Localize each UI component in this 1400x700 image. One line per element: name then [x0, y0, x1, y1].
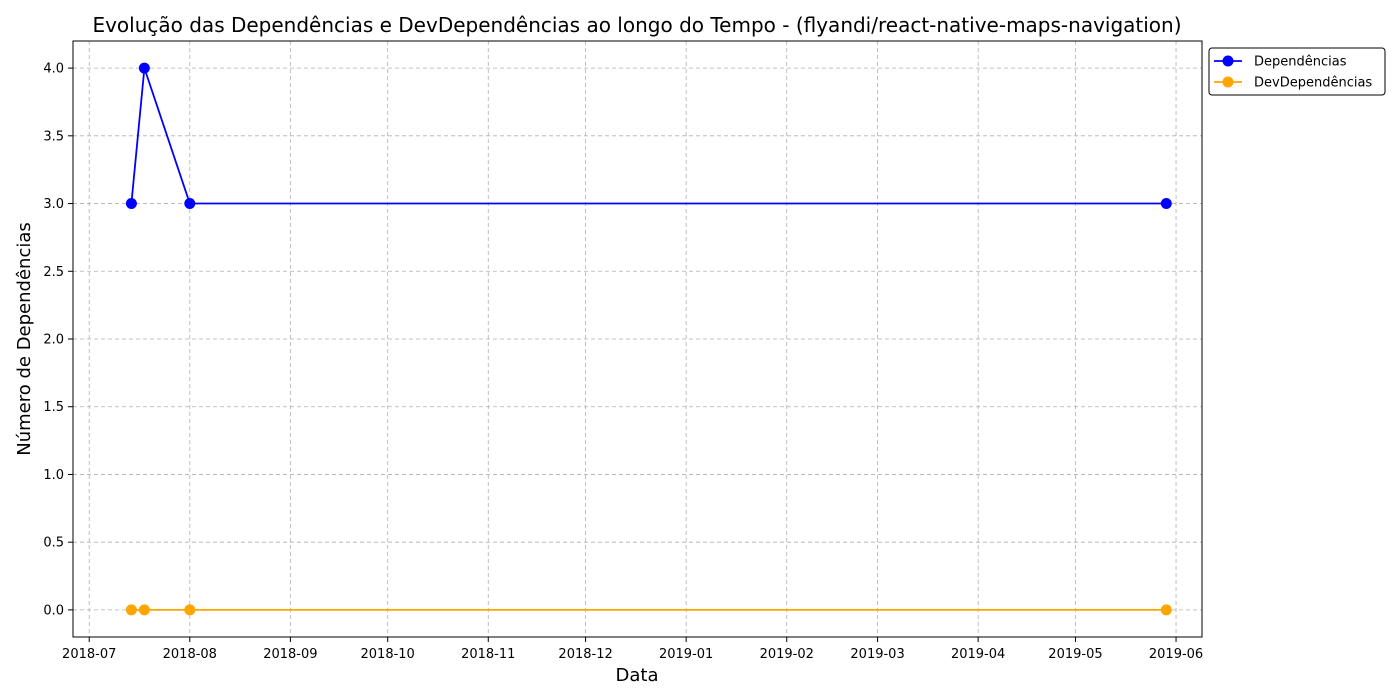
x-tick-label: 2019-03 [850, 647, 904, 662]
series-1-point [138, 62, 150, 74]
series-1-point [125, 198, 137, 210]
y-tick-label: 3.5 [43, 129, 64, 144]
chart-title: Evolução das Dependências e DevDependênc… [92, 13, 1181, 37]
x-tick-label: 2018-08 [163, 647, 217, 662]
series-line-1 [130, 67, 1167, 205]
y-tick-label: 1.0 [43, 468, 64, 483]
legend-marker-1 [1222, 55, 1234, 67]
y-tick-label: 4.0 [43, 62, 64, 77]
series-2-point [138, 604, 150, 616]
y-axis-label: Número de Dependências [14, 222, 35, 456]
series-2-point [184, 604, 196, 616]
x-tick-label: 2018-07 [62, 647, 116, 662]
x-tick-label: 2019-02 [760, 647, 814, 662]
y-tick-label: 1.5 [43, 400, 64, 415]
series-2-point [125, 604, 137, 616]
y-tick-label: 0.5 [43, 536, 64, 551]
legend-label-2: DevDependências [1254, 76, 1372, 91]
x-axis: 2018-07 2018-08 2018-09 2018-10 2018-11 2018-… [62, 637, 1203, 662]
legend-marker-2 [1222, 76, 1234, 88]
x-axis-label: Data [616, 665, 659, 686]
series-2-point [1160, 604, 1172, 616]
grid [73, 41, 1202, 637]
x-tick-label: 2019-01 [659, 647, 713, 662]
x-tick-label: 2018-10 [361, 647, 415, 662]
series-layer [125, 62, 1172, 616]
x-tick-label: 2018-11 [461, 647, 515, 662]
y-tick-label: 3.0 [43, 197, 64, 212]
y-tick-label: 2.5 [43, 265, 64, 280]
y-axis: 0.0 0.5 1.0 1.5 2.0 2.5 3.0 3.5 4.0 [43, 62, 73, 618]
x-tick-label: 2019-06 [1149, 647, 1203, 662]
series-1-point [184, 198, 196, 210]
y-tick-label: 0.0 [43, 603, 64, 618]
series-1-point [1160, 198, 1172, 210]
x-tick-label: 2019-05 [1048, 647, 1102, 662]
legend: Dependências DevDependências [1208, 47, 1386, 96]
y-tick-label: 2.0 [43, 333, 64, 348]
legend-box [1208, 47, 1386, 96]
x-tick-label: 2018-12 [558, 647, 612, 662]
x-tick-label: 2019-04 [951, 647, 1005, 662]
x-tick-label: 2018-09 [263, 647, 317, 662]
legend-label-1: Dependências [1254, 55, 1347, 70]
